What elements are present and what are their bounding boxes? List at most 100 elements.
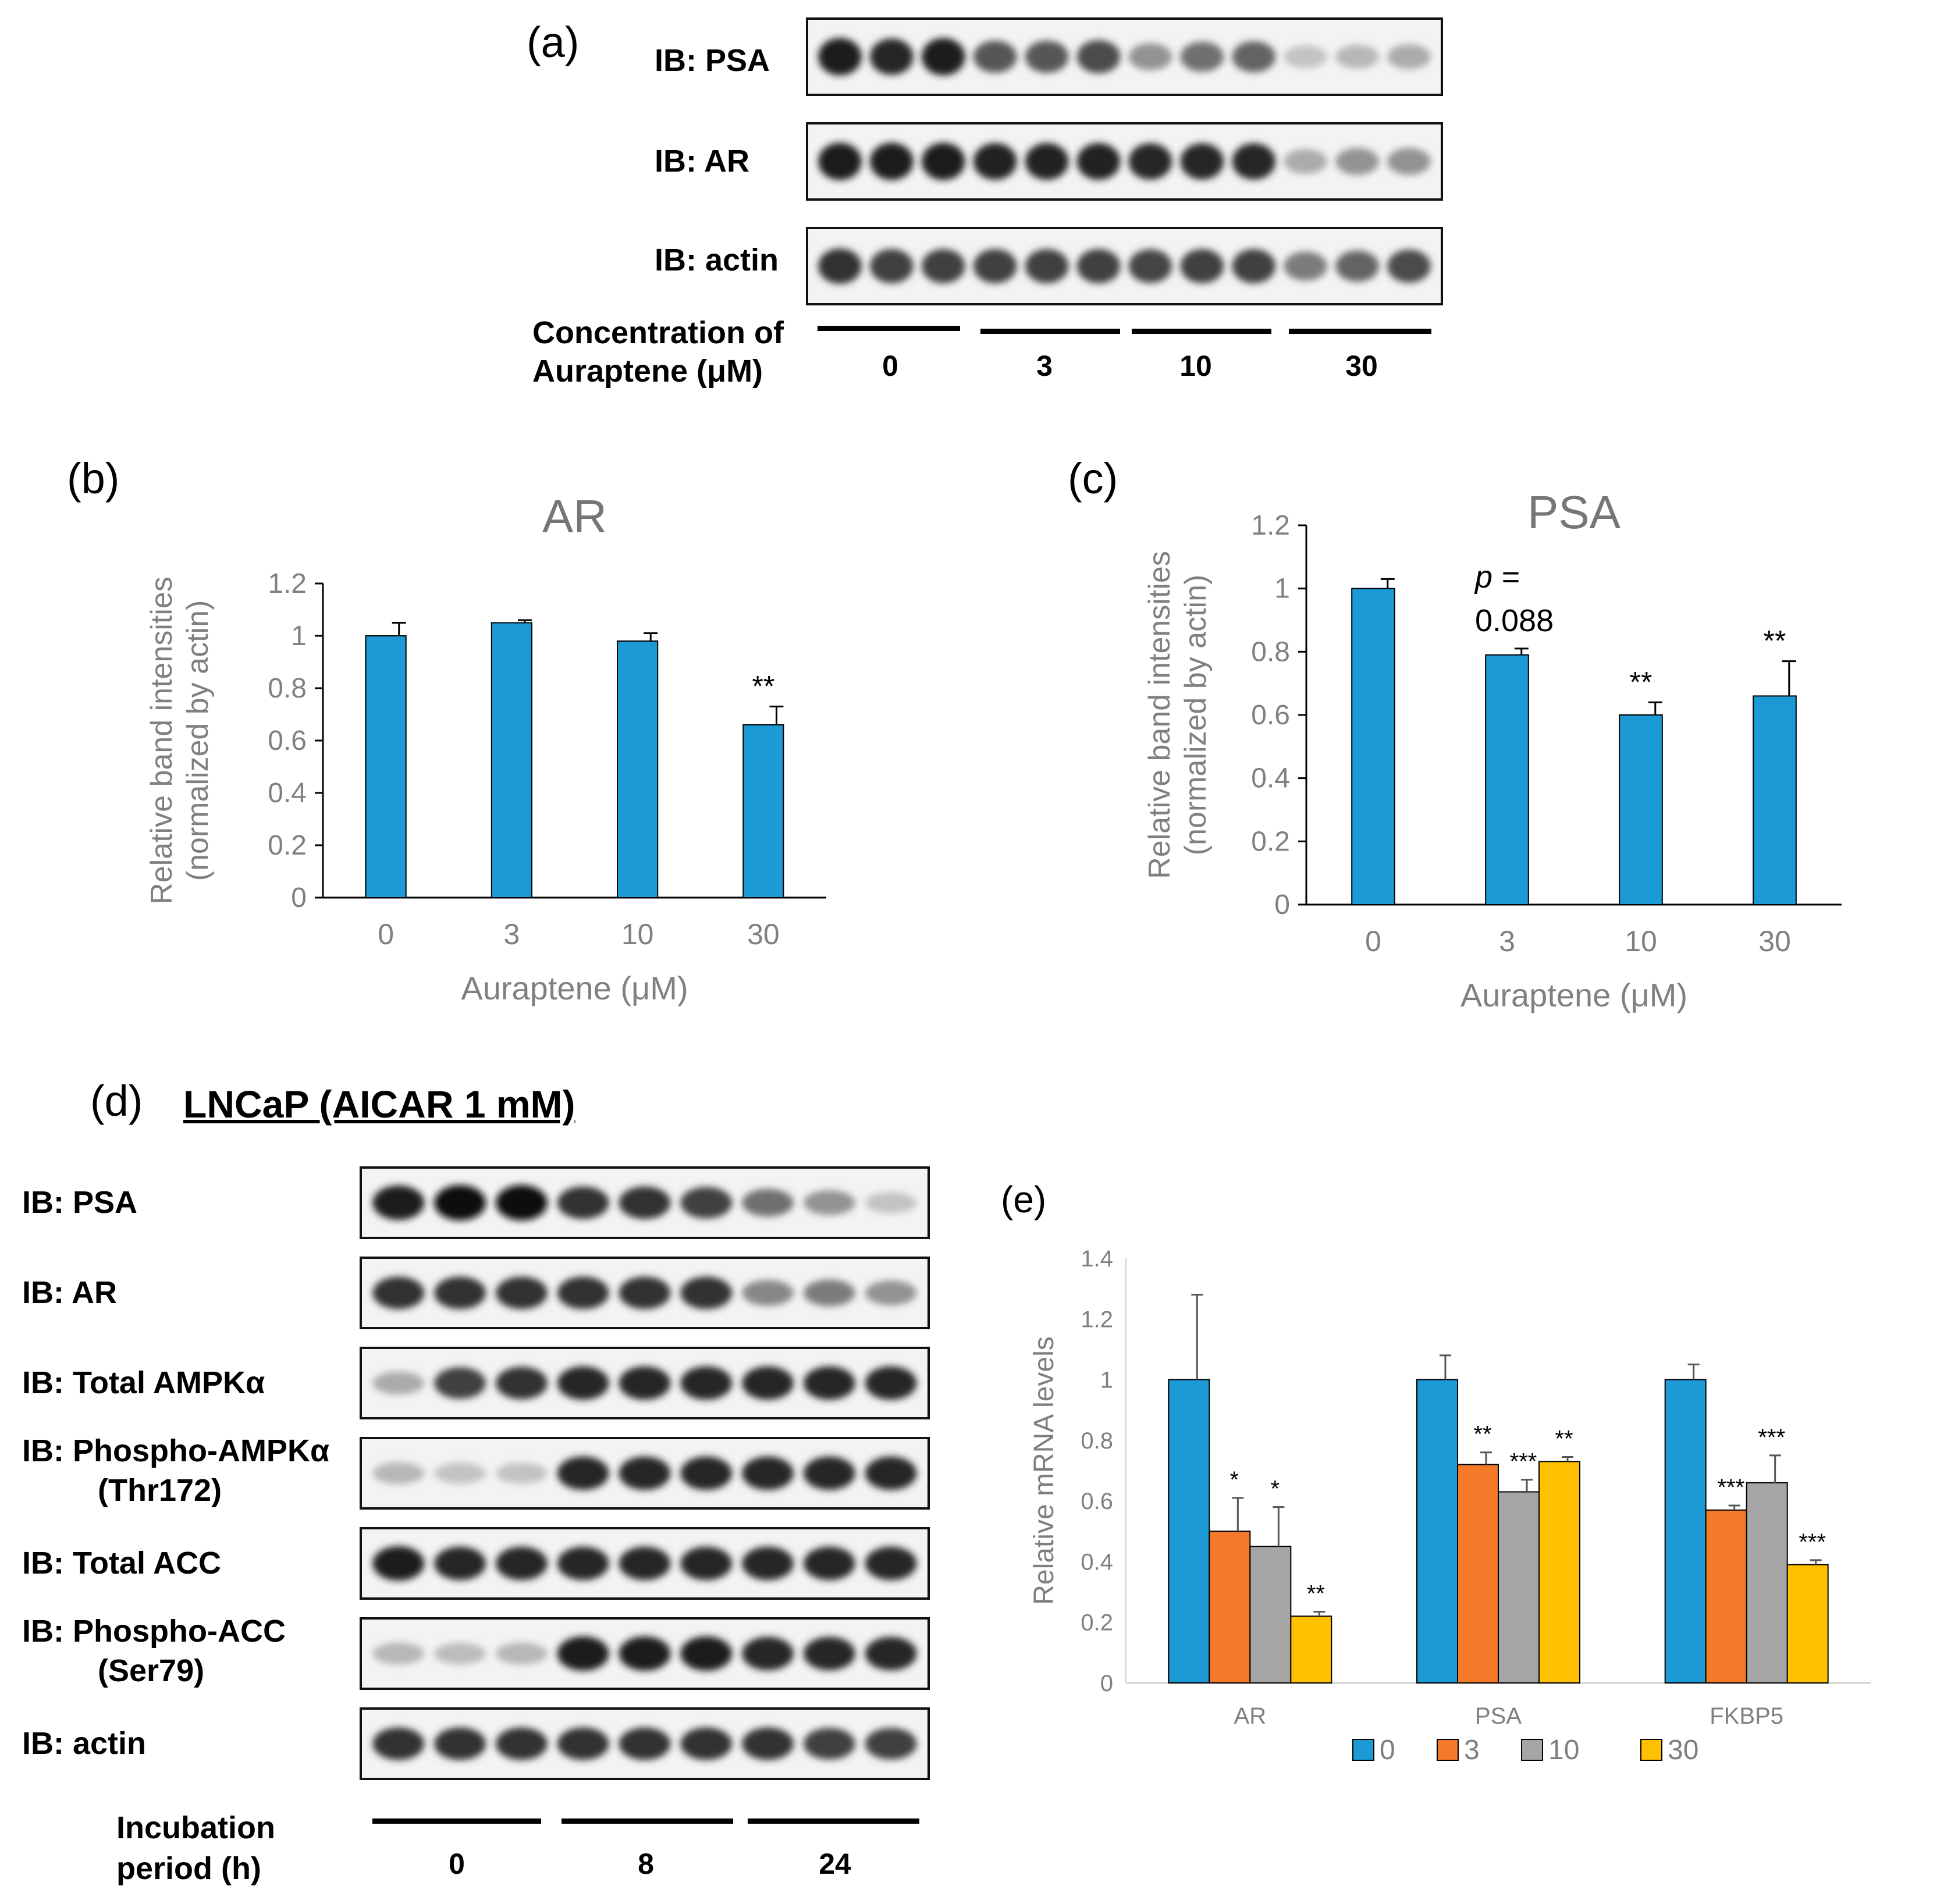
panel-e-legend-swatch-3 [1437,1739,1459,1761]
panel-d-blot-3-band-3 [557,1456,609,1490]
panel-c-xtick-0: 0 [1365,925,1381,958]
panel-d-blot-label-3: IB: Phospho-AMPKα [22,1433,330,1468]
panel-e-legend-label-0: 0 [1380,1735,1395,1766]
panel-d-blot-4-band-6 [742,1546,794,1581]
panel-e-ytick-2: 0.4 [1081,1549,1113,1575]
panel-c-ytick-5: 1 [1274,574,1290,604]
panel-d-blot-5-band-6 [742,1636,794,1671]
panel-a-blot-actin-band-4 [1025,249,1069,283]
panel-d-blot-label-2: IB: Total AMPKα [22,1365,265,1400]
panel-a-blot-actin-band-6 [1128,249,1172,283]
panel-b-sig-3: ** [752,670,774,703]
panel-d-blot-1-band-3 [557,1276,609,1309]
panel-d-blot-2-band-1 [434,1367,486,1399]
panel-d-blot-1-band-6 [742,1280,794,1306]
panel-d-blot-6-band-4 [619,1727,671,1760]
panel-d-blot-6-band-5 [680,1727,733,1760]
panel-a-group-label-3: 3 [1036,350,1053,382]
panel-c-plot: PSA 0 0.2 0.4 0.6 0.8 1 1.2 Relative band intens… [1143,486,1842,1013]
panel-a-group-label-10: 10 [1179,350,1212,382]
panel-e-bar-AR-10 [1249,1546,1292,1684]
panel-e-xtick-0: AR [1234,1703,1267,1729]
panel-d-blot-2 [360,1347,930,1419]
panel-a-blot-ar [806,122,1443,201]
panel-d-blot-0 [360,1166,930,1239]
panel-a-group-bar-30 [1289,329,1431,334]
panel-a-blot-actin-band-2 [921,249,965,283]
panel-e-legend-label-30: 30 [1668,1735,1698,1766]
panel-b-bar-1 [491,622,532,898]
panel-e-sig-AR-10: * [1271,1476,1280,1502]
panel-d-blot-1 [360,1257,930,1329]
panel-a-group-bar-0 [818,326,960,331]
panel-d-blot-3-band-4 [619,1456,671,1490]
panel-e-bar-AR-30 [1290,1615,1332,1684]
panel-d-blot-3-band-2 [496,1462,548,1484]
panel-a-group-label-30: 30 [1345,350,1378,382]
panel-d-blot-4-band-8 [865,1546,917,1581]
panel-e-bar-PSA-10 [1498,1491,1540,1684]
panel-e-xtick-2: FKBP5 [1710,1703,1783,1729]
panel-a-blot-psa [806,17,1443,96]
panel-e-legend-swatch-10 [1521,1739,1543,1761]
panel-a-group-label-0: 0 [882,350,898,382]
panel-d-group-bar-0 [372,1818,541,1824]
panel-b-xtick-2: 10 [621,918,654,951]
panel-d-blot-5-band-1 [434,1642,486,1665]
panel-a-group-bar-3 [980,329,1120,334]
panel-d-blot-5-band-2 [496,1642,548,1665]
panel-a-blot-psa-band-1 [870,38,914,75]
panel-d-blot-4-band-1 [434,1546,486,1581]
panel-e-bar-FKBP5-10 [1746,1482,1788,1684]
panel-e-sig-AR-3: * [1230,1467,1239,1493]
panel-b-ytick-5: 1 [291,621,307,652]
panel-a-group-bar-10 [1132,329,1271,334]
panel-e-legend-swatch-0 [1352,1739,1374,1761]
panel-a-blot-psa-band-6 [1128,43,1172,70]
panel-d-blot-4-band-7 [803,1546,855,1581]
panel-d-blot-3-band-8 [865,1456,917,1490]
panel-a-blot-psa-band-11 [1387,44,1431,69]
panel-e-sig-AR-30: ** [1307,1581,1325,1606]
panel-d-blot-label-4: IB: Total ACC [22,1546,221,1581]
panel-d-blot-6-band-2 [496,1727,548,1760]
panel-a-blot-psa-band-10 [1335,44,1379,69]
panel-c-xlabel: Auraptene (μM) [1460,977,1687,1013]
panel-a-blot-actin [806,227,1443,305]
panel-c-ytick-2: 0.4 [1251,763,1290,794]
panel-d-blot-5 [360,1617,930,1690]
panel-d-blot-sublabel-5: (Ser79) [98,1653,205,1688]
panel-e-ytick-5: 1 [1100,1368,1113,1393]
panel-d-xlabel-line2: period (h) [116,1851,261,1886]
panel-d-blot-6-band-6 [742,1727,794,1760]
panel-b-ylabel-line2: (normalized by actin) [181,600,215,881]
panel-d-blot-2-band-7 [803,1366,855,1400]
panel-d-blot-2-band-3 [557,1366,609,1400]
panel-e-xtick-1: PSA [1475,1703,1522,1729]
panel-d-blot-0-band-3 [557,1186,609,1219]
panel-c-bar-2 [1619,714,1663,905]
panel-e-ytick-1: 0.2 [1081,1610,1113,1636]
panel-b-ytick-3: 0.6 [268,725,307,756]
panel-e-ytick-7: 1.4 [1081,1246,1113,1272]
panel-c-ylabel-line1: Relative band intensities [1143,551,1177,879]
panel-e-plot: 0 0.2 0.4 0.6 0.8 1 1.2 1.4 Relative mRNA levels… [1029,1246,1871,1766]
panel-d-title: LNCaP (AICAR 1 mM) [183,1083,575,1126]
panel-d-blot-5-band-5 [680,1636,733,1671]
panel-d-blot-4-band-2 [496,1546,548,1581]
panel-c-ytick-1: 0.2 [1251,826,1290,857]
panel-d-label: (d) [90,1077,143,1125]
panel-b-xtick-3: 30 [747,918,780,951]
panel-c-ytick-4: 0.8 [1251,636,1290,667]
panel-a-blot-psa-band-3 [973,40,1017,73]
panel-b-bar-3 [742,724,784,898]
panel-e-legend-swatch-30 [1640,1739,1662,1761]
panel-d-blot-label-0: IB: PSA [22,1185,138,1220]
panel-d-blot-5-band-4 [619,1636,671,1671]
panel-a-blot-psa-band-5 [1076,40,1121,74]
panel-a-blot-actin-band-1 [870,249,914,283]
panel-d-blot-2-band-6 [742,1366,794,1400]
panel-d-blot-0-band-7 [803,1190,855,1215]
panel-d-blot-0-band-1 [434,1185,486,1220]
panel-a-blot-psa-band-2 [921,38,965,76]
